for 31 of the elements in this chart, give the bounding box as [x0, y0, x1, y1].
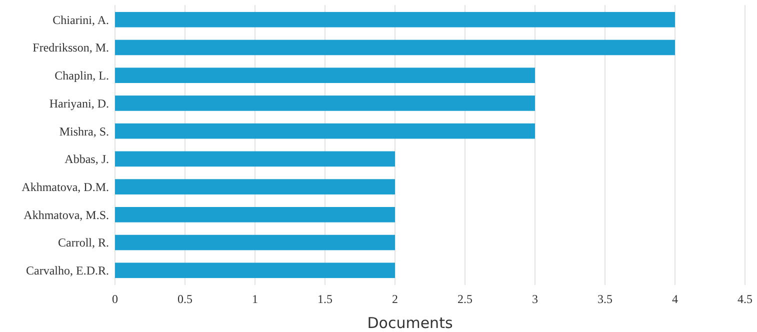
- y-tick-label: Carvalho, E.D.R.: [26, 264, 109, 278]
- bar: [115, 234, 395, 250]
- x-tick-label: 2: [392, 292, 398, 306]
- bar: [115, 262, 395, 278]
- x-tick-label: 3: [532, 292, 538, 306]
- bar: [115, 123, 535, 139]
- y-tick-label: Chiarini, A.: [52, 12, 109, 27]
- y-tick-label: Chaplin, L.: [54, 68, 109, 83]
- x-tick-label: 4: [672, 292, 678, 306]
- x-tick-label: 0: [112, 292, 118, 306]
- x-tick-label: 1: [252, 292, 258, 306]
- x-tick-label: 0.5: [178, 292, 192, 306]
- y-tick-label: Mishra, S.: [59, 124, 109, 138]
- y-tick-label: Carroll, R.: [58, 236, 109, 250]
- y-tick-label: Hariyani, D.: [49, 96, 109, 110]
- bar: [115, 179, 395, 194]
- bar: [115, 12, 675, 28]
- y-tick-label: Akhmatova, D.M.: [22, 180, 109, 194]
- x-tick-label: 4.5: [738, 292, 752, 306]
- x-tick-label: 3.5: [598, 292, 612, 306]
- y-tick-label: Abbas, J.: [64, 152, 109, 166]
- bar: [115, 96, 535, 111]
- y-tick-label: Fredriksson, M.: [32, 40, 109, 55]
- y-tick-label: Akhmatova, M.S.: [24, 208, 109, 222]
- x-axis-title: Documents: [367, 314, 453, 332]
- x-tick-label: 1.5: [318, 292, 332, 306]
- bar: [115, 206, 395, 222]
- x-tick-label: 2.5: [458, 292, 472, 306]
- bar: [115, 151, 395, 167]
- bar: [115, 68, 535, 84]
- bar: [115, 40, 675, 56]
